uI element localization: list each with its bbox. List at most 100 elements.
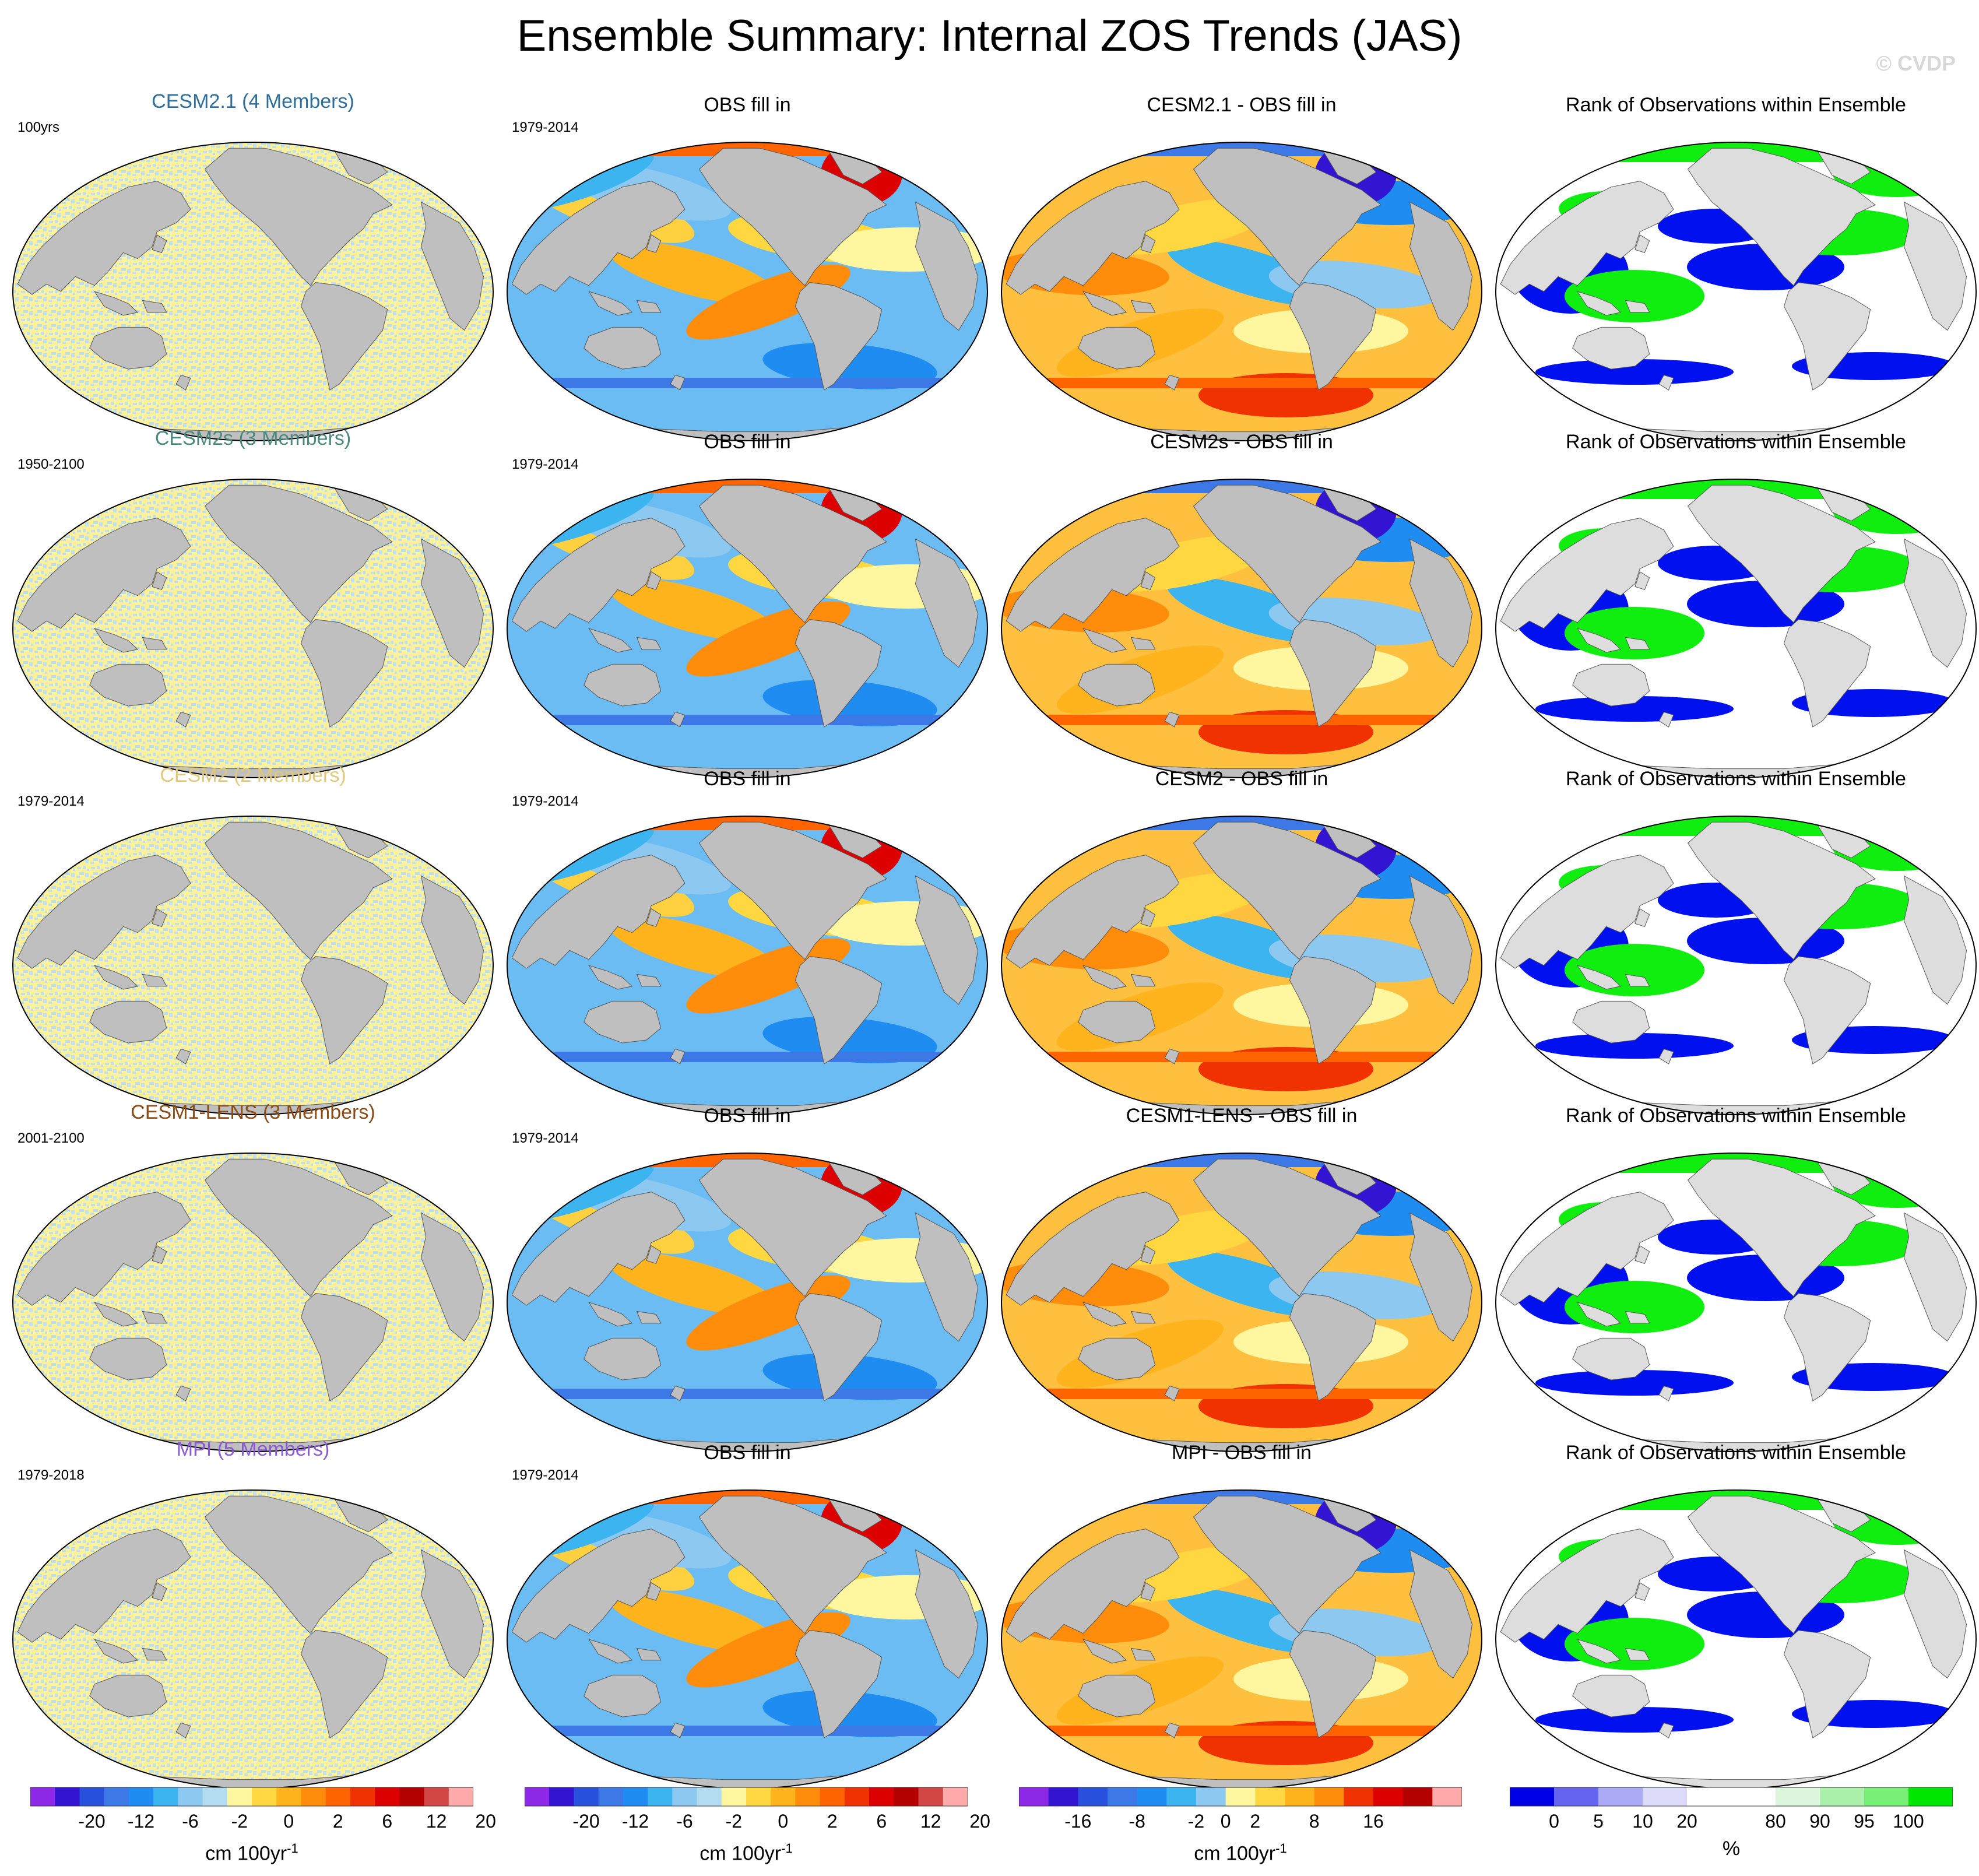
map-frame [994,458,1489,795]
map-frame [994,795,1489,1132]
panel-title: OBS fill in [704,1442,791,1464]
colorbar-swatch [1225,1787,1256,1806]
colorbar-swatch [771,1787,796,1806]
panel-rank: Rank of Observations within Ensemble [1489,430,1979,778]
colorbar-swatch [276,1787,301,1806]
colorbar-swatch [648,1787,673,1806]
colorbar-swatches [525,1787,968,1807]
colorbar-swatch [1687,1787,1732,1806]
map-frame [1489,1469,1979,1806]
colorbar-tick-label: -20 [78,1811,106,1832]
colorbar-swatch [1285,1787,1315,1806]
map-frame [1489,121,1979,458]
colorbar-swatch [104,1787,129,1806]
panel-title: Rank of Observations within Ensemble [1566,94,1906,116]
panel-title: CESM2s - OBS fill in [1150,431,1333,453]
panel-title: OBS fill in [704,431,791,453]
colorbar-swatch [1373,1787,1404,1806]
colorbar-swatch [325,1787,351,1806]
colorbar-swatches [1019,1787,1462,1807]
colorbar: -20 -12 -6 -2 0 2 6 12 20 cm 100yr-1 [525,1785,990,1873]
colorbar-swatch [350,1787,375,1806]
map-frame [6,458,500,795]
map-frame [994,1469,1489,1806]
globe-map [1495,479,1977,778]
colorbar-unit: cm 100yr-1 [1194,1841,1287,1865]
colorbar-swatch [1820,1787,1865,1806]
colorbar-swatch [301,1787,326,1806]
panel-diff: CESM2s - OBS fill in [994,430,1489,778]
colorbar-tick-label: -6 [182,1811,199,1832]
map-frame [6,795,500,1132]
panel-obs: OBS fill in 1979-2014 [500,1104,994,1452]
colorbar-tick-label: 2 [332,1811,343,1832]
panel-diff: CESM2.1 - OBS fill in [994,93,1489,441]
panel-title: CESM2.1 - OBS fill in [1147,94,1337,116]
colorbar-swatch [1048,1787,1078,1806]
colorbar-tick-label: -2 [725,1811,743,1832]
cvdp-watermark: © CVDP [1876,51,1956,75]
colorbar-swatch [1344,1787,1374,1806]
colorbar-swatches [1510,1787,1953,1807]
colorbar-swatch [549,1787,574,1806]
colorbar-swatch [1643,1787,1688,1806]
colorbar-swatch [1864,1787,1909,1806]
panel-obs: OBS fill in 1979-2014 [500,767,994,1115]
panel-title: MPI - OBS fill in [1172,1442,1312,1464]
colorbar-tick-label: 0 [778,1811,789,1832]
period-label: 1979-2014 [512,120,579,135]
panel-obs: OBS fill in 1979-2014 [500,430,994,778]
colorbar-swatch [1510,1787,1555,1806]
colorbar-swatch [55,1787,80,1806]
colorbar-swatch [252,1787,277,1806]
period-label: 1979-2014 [512,1130,579,1146]
colorbar-swatch [202,1787,228,1806]
colorbar-swatch [795,1787,821,1806]
panel-ensemble: MPI (5 Members) 1979-2018 [6,1438,500,1789]
colorbar-swatch [178,1787,203,1806]
colorbar-swatch [153,1787,178,1806]
colorbar-swatch [697,1787,722,1806]
colorbar-swatch [1314,1787,1344,1806]
colorbar-swatch [424,1787,449,1806]
colorbar-swatch [227,1787,252,1806]
colorbar-swatch [1019,1787,1049,1806]
panel-title: CESM2.1 (4 Members) [152,90,354,113]
colorbar-swatch [844,1787,870,1806]
panel-title: OBS fill in [704,768,791,790]
colorbar-tick-label: 0 [1549,1811,1559,1832]
map-frame [1489,795,1979,1132]
panel-title: CESM1-LENS (3 Members) [131,1101,375,1123]
colorbar-tick-label: -6 [676,1811,693,1832]
colorbar-swatch [574,1787,599,1806]
map-frame [6,121,500,458]
colorbar-swatch [623,1787,648,1806]
colorbar-swatch [525,1787,550,1806]
panel-rank: Rank of Observations within Ensemble [1489,767,1979,1115]
colorbar-swatch [721,1787,747,1806]
colorbar-tick-label: 12 [920,1811,941,1832]
map-frame [1489,1132,1979,1469]
colorbar-tick-label: -8 [1129,1811,1145,1832]
globe-map [1001,479,1482,778]
globe-map [507,1153,988,1452]
colorbar-swatch [1598,1787,1643,1806]
colorbar-tick-label: 90 [1809,1811,1830,1832]
globe-map [12,1153,494,1452]
colorbar-tick-label: 0 [283,1811,294,1832]
panel-title: CESM1-LENS - OBS fill in [1126,1105,1358,1127]
globe-map [1001,816,1482,1115]
colorbar: -16 -8 -2 0 2 8 16 cm 100yr-1 [1019,1785,1462,1873]
colorbar-swatch [894,1787,919,1806]
globe-map [12,1489,494,1789]
panel-title: Rank of Observations within Ensemble [1566,768,1906,790]
panel-diff: CESM2 - OBS fill in [994,767,1489,1115]
colorbar-tick-label: 0 [1220,1811,1231,1832]
colorbar-swatch [1255,1787,1285,1806]
colorbar-tick-label: -2 [1187,1811,1205,1832]
colorbar-tick-label: 20 [1676,1811,1697,1832]
panel-ensemble: CESM2s (3 Members) 1950-2100 [6,427,500,778]
colorbar-tick-label: 95 [1854,1811,1875,1832]
map-frame [6,1132,500,1469]
colorbar: 0 5 10 20 80 90 95 100% [1510,1785,1953,1873]
